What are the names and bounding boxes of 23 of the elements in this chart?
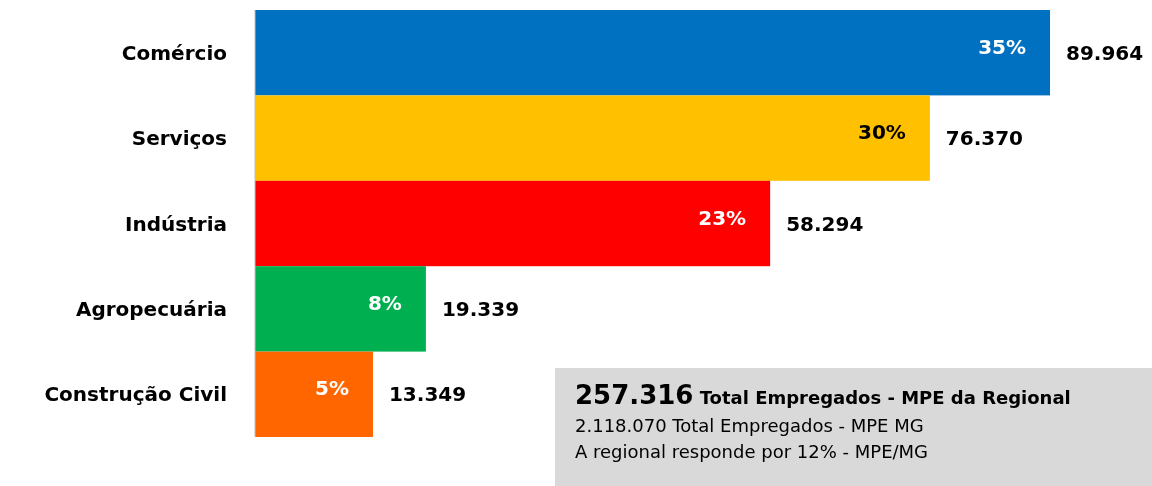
y-tick-label: Agropecuária — [75, 296, 227, 321]
bar — [255, 266, 426, 352]
bar — [255, 180, 771, 267]
data-label: 58.294 — [786, 211, 864, 236]
y-tick-label: Comércio — [121, 40, 227, 65]
bar — [255, 10, 1050, 96]
annotation: 23% — [698, 205, 747, 230]
annotation: 35% — [978, 34, 1026, 59]
y-tick-label: Construção Civil — [44, 382, 227, 407]
data-label: 76.370 — [945, 126, 1024, 151]
annotation: 2.118.070 Total Empregados - MPE MG — [575, 415, 924, 436]
annotation: 8% — [367, 290, 402, 315]
annotation: 257.316 Total Empregados - MPE da Regional — [575, 380, 1071, 410]
annotation: 5% — [314, 376, 349, 401]
data-label: 89.964 — [1066, 40, 1144, 65]
annotation: 30% — [858, 120, 906, 145]
y-tick-label: Serviços — [131, 126, 227, 151]
data-label: 13.349 — [388, 382, 467, 407]
data-label: 19.339 — [441, 296, 520, 321]
text: A regional responde por 12% - MPE/MG — [575, 441, 929, 462]
y-tick-label: Indústria — [125, 211, 227, 236]
bar — [255, 351, 373, 437]
bar — [255, 95, 930, 181]
